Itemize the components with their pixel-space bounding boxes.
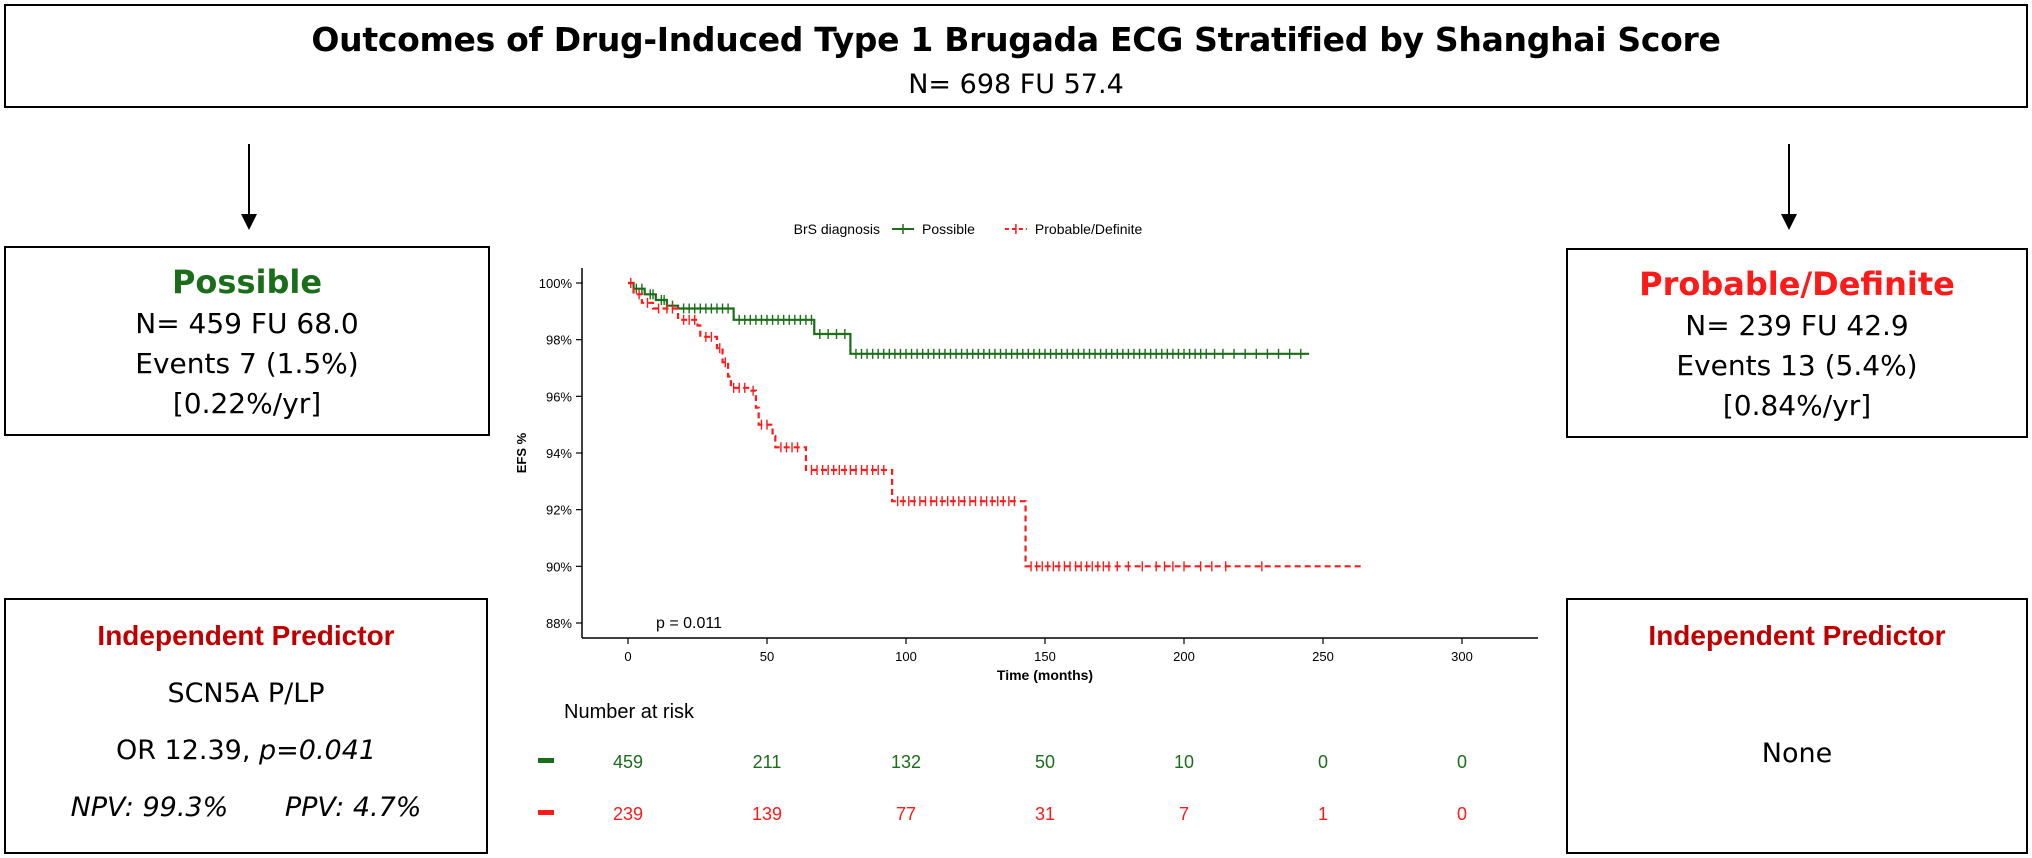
left-predictor-gene: SCN5A P/LP bbox=[167, 678, 325, 709]
y-tick-label: 98% bbox=[546, 333, 572, 348]
y-tick-label: 92% bbox=[546, 503, 572, 518]
right-arrow bbox=[1781, 144, 1797, 230]
risk-table-title: Number at risk bbox=[564, 701, 695, 723]
risk-count: 0 bbox=[1457, 752, 1467, 772]
legend-item-0: Possible bbox=[892, 221, 975, 237]
chart-axes: 88% 90% 92% 94% 96% 98% 100% 0 50 100 150 200 250 300… bbox=[514, 268, 1538, 683]
left-arrow bbox=[241, 144, 257, 230]
possible-rate: [0.22%/yr] bbox=[172, 387, 322, 420]
possible-group-name: Possible bbox=[171, 263, 323, 301]
y-axis-label: EFS % bbox=[514, 432, 529, 473]
left-predictor-heading: Independent Predictor bbox=[97, 620, 395, 651]
header-box: Outcomes of Drug-Induced Type 1 Brugada … bbox=[4, 4, 2028, 108]
probable-events: Events 13 (5.4%) bbox=[1676, 349, 1918, 382]
risk-row-marker bbox=[538, 758, 554, 763]
risk-count: 50 bbox=[1035, 752, 1055, 772]
y-tick-label: 96% bbox=[546, 389, 572, 404]
risk-count: 1 bbox=[1318, 804, 1328, 824]
legend-label: Probable/Definite bbox=[1035, 221, 1143, 237]
legend-item-1: Probable/Definite bbox=[1004, 221, 1143, 237]
possible-n-fu: N= 459 FU 68.0 bbox=[135, 307, 359, 340]
possible-group-box: Possible N= 459 FU 68.0 Events 7 (1.5%) … bbox=[4, 246, 490, 436]
probable-rate: [0.84%/yr] bbox=[1722, 389, 1872, 422]
risk-count: 0 bbox=[1457, 804, 1467, 824]
curve-1 bbox=[628, 281, 1362, 568]
risk-row-marker bbox=[538, 810, 554, 815]
left-predictor-or: OR 12.39, p=0.041 bbox=[6, 735, 486, 766]
risk-count: 0 bbox=[1318, 752, 1328, 772]
x-tick-label: 50 bbox=[760, 649, 774, 664]
probable-n-fu: N= 239 FU 42.9 bbox=[1685, 309, 1909, 342]
legend: BrS diagnosis Possible Probable/Definite bbox=[794, 221, 1143, 237]
y-tick-label: 100% bbox=[539, 276, 573, 291]
p-value: p=0.041 bbox=[259, 735, 377, 766]
risk-count: 239 bbox=[613, 804, 643, 824]
legend-label: Possible bbox=[922, 221, 975, 237]
probable-group-name: Probable/Definite bbox=[1639, 265, 1955, 303]
possible-events: Events 7 (1.5%) bbox=[135, 347, 359, 380]
risk-count: 139 bbox=[752, 804, 782, 824]
y-tick-label: 90% bbox=[546, 559, 572, 574]
x-tick-label: 200 bbox=[1173, 649, 1195, 664]
right-predictor-box: Independent Predictor None bbox=[1566, 598, 2028, 854]
risk-count: 10 bbox=[1174, 752, 1194, 772]
x-axis-label: Time (months) bbox=[997, 667, 1093, 683]
risk-count: 7 bbox=[1179, 804, 1189, 824]
page-subtitle: N= 698 FU 57.4 bbox=[908, 69, 1124, 100]
risk-count: 132 bbox=[891, 752, 921, 772]
right-predictor-value: None bbox=[1761, 738, 1833, 769]
risk-count: 211 bbox=[753, 752, 782, 772]
curve-0 bbox=[628, 281, 1310, 355]
x-tick-label: 0 bbox=[624, 649, 631, 664]
probable-group-box: Probable/Definite N= 239 FU 42.9 Events … bbox=[1566, 248, 2028, 438]
right-predictor-heading: Independent Predictor bbox=[1648, 620, 1946, 651]
x-tick-label: 100 bbox=[895, 649, 917, 664]
km-chart: BrS diagnosis Possible Probable/Definite 8… bbox=[514, 221, 1538, 824]
page-title: Outcomes of Drug-Induced Type 1 Brugada … bbox=[311, 20, 1721, 59]
y-tick-label: 88% bbox=[546, 616, 572, 631]
survival-curves bbox=[628, 278, 1362, 572]
risk-count: 31 bbox=[1035, 804, 1055, 824]
p-value-annotation: p = 0.011 bbox=[656, 615, 722, 632]
x-tick-label: 250 bbox=[1312, 649, 1334, 664]
left-predictor-npv-ppv: NPV: 99.3% PPV: 4.7% bbox=[6, 792, 486, 823]
risk-count: 459 bbox=[613, 752, 643, 772]
x-tick-label: 300 bbox=[1451, 649, 1473, 664]
y-tick-label: 94% bbox=[546, 446, 572, 461]
npv-value: NPV: 99.3% bbox=[70, 792, 229, 823]
odds-ratio: OR 12.39, bbox=[115, 735, 259, 766]
x-tick-label: 150 bbox=[1034, 649, 1056, 664]
left-predictor-box: Independent Predictor SCN5A P/LP OR 12.3… bbox=[4, 598, 488, 854]
legend-title: BrS diagnosis bbox=[794, 221, 880, 237]
risk-count: 77 bbox=[896, 804, 916, 824]
ppv-value: PPV: 4.7% bbox=[284, 792, 422, 823]
